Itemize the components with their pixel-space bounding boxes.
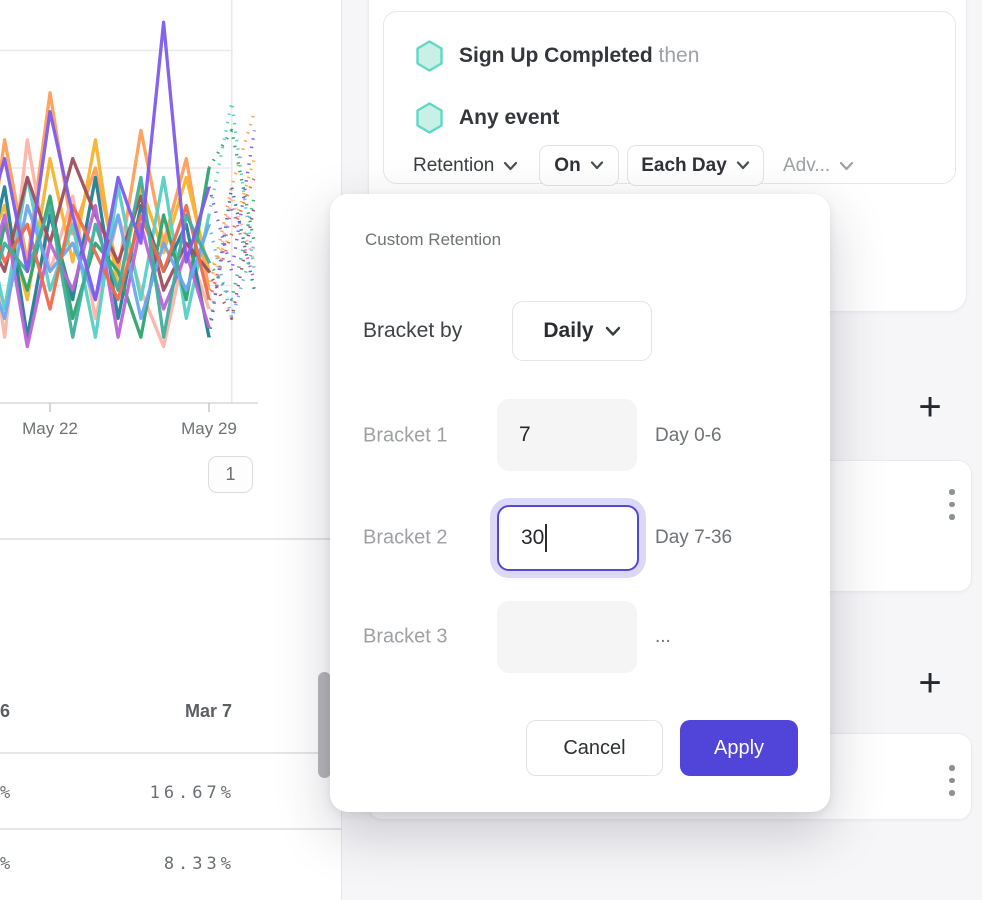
chevron-down-icon — [503, 161, 518, 171]
modal-title: Custom Retention — [365, 230, 502, 249]
add-section-button[interactable]: + — [918, 661, 942, 705]
custom-retention-modal: Custom Retention Bracket by Daily Bracke… — [330, 194, 830, 812]
bracket-2-input[interactable] — [497, 505, 639, 571]
table-cell: 8.33% — [163, 854, 235, 874]
event-hexagon-icon — [416, 102, 443, 134]
table-cell-cut: % — [0, 854, 11, 874]
pagination-page-button[interactable]: 1 — [208, 456, 253, 493]
event-step-label: Sign Up Completed then — [459, 44, 700, 67]
chevron-down-icon — [590, 161, 604, 170]
advanced-dropdown[interactable]: Adv... — [783, 145, 854, 186]
cancel-button[interactable]: Cancel — [526, 720, 663, 776]
bracket-1-range-label: Day 0-6 — [655, 425, 722, 446]
section-divider — [0, 538, 342, 540]
bracket-2-range-label: Day 7-36 — [655, 527, 733, 548]
kebab-menu-icon[interactable] — [945, 761, 959, 800]
table-cell: 16.67% — [149, 783, 235, 803]
chevron-down-icon — [605, 326, 621, 337]
interval-dropdown-button[interactable]: Each Day — [627, 145, 764, 186]
bracket-2-input-focused — [497, 505, 639, 571]
bracket-3-input[interactable] — [497, 601, 637, 673]
bracket-by-dropdown[interactable]: Daily — [512, 301, 652, 361]
text-cursor — [545, 524, 547, 552]
event-step-label: Any event — [459, 106, 560, 129]
x-axis-tick-label: May 29 — [181, 419, 237, 438]
report-panel: May 22 May 29 1 6 Mar 7 % 16.67% % 8.33% — [0, 0, 342, 900]
bracket-3-range-label: ... — [655, 626, 671, 647]
bracket-by-label: Bracket by — [363, 319, 463, 342]
bracket-1-input[interactable] — [497, 399, 637, 471]
query-step-card: Sign Up Completed then Any event Retenti… — [383, 11, 956, 186]
bracket-2-label: Bracket 2 — [363, 526, 448, 549]
query-controls-row: Retention On Each Day — [384, 145, 955, 186]
on-dropdown-button[interactable]: On — [539, 145, 619, 186]
add-section-button[interactable]: + — [918, 385, 942, 429]
chevron-down-icon — [839, 161, 854, 171]
event-step-first[interactable]: Sign Up Completed then — [384, 34, 955, 78]
vertical-scrollbar-thumb[interactable] — [318, 672, 331, 778]
table-header-cell: Mar 7 — [184, 701, 232, 721]
event-step-second[interactable]: Any event — [384, 96, 955, 140]
table-cell-cut: % — [0, 783, 11, 803]
then-connector-label: then — [658, 44, 700, 67]
x-axis-tick-label: May 22 — [22, 419, 78, 438]
table-header-cell-cut: 6 — [0, 701, 11, 721]
apply-button[interactable]: Apply — [680, 720, 798, 776]
retention-line-chart[interactable] — [0, 0, 342, 445]
bracket-1-label: Bracket 1 — [363, 424, 448, 447]
query-builder-panel: Sign Up Completed then Any event Retenti… — [368, 0, 967, 312]
bracket-3-label: Bracket 3 — [363, 625, 448, 648]
chevron-down-icon — [736, 161, 750, 170]
table-header-divider — [0, 752, 342, 754]
kebab-menu-icon[interactable] — [945, 485, 959, 524]
event-hexagon-icon — [416, 40, 443, 72]
table-row-divider — [0, 828, 342, 830]
measurement-dropdown[interactable]: Retention — [413, 145, 518, 186]
